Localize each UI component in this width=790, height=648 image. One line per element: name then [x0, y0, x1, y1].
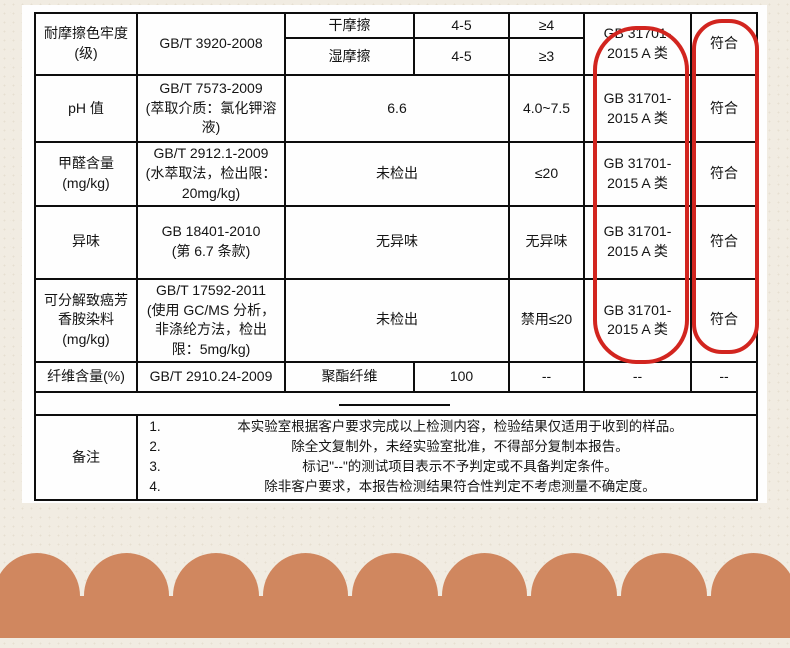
table-row: 备注 1. 本实验室根据客户要求完成以上检测内容，检验结果仅适用于收到的样品。 …	[34, 414, 758, 502]
footer-domes	[0, 553, 790, 638]
item-cell: pH 值	[34, 74, 138, 143]
item-cell: 纤维含量(%)	[34, 361, 138, 394]
note-text: 标记"--"的测试项目表示不予判定或不具备判定条件。	[302, 459, 618, 475]
spacer-cell	[34, 391, 758, 417]
item-cell: 耐摩擦色牢度(级)	[34, 12, 138, 76]
requirement-text: GB 31701-2015 A 类	[603, 25, 672, 61]
requirement-cell: GB 31701-2015 A 类	[583, 141, 692, 207]
limit-cell: ≥3	[508, 37, 585, 76]
remark-note: 3. 标记"--"的测试项目表示不予判定或不具备判定条件。	[142, 458, 752, 477]
sub-item-cell: 湿摩擦	[284, 37, 415, 76]
standard-code: GB/T 2912.1-2009	[153, 145, 269, 161]
sub-item-cell: 干摩擦	[284, 12, 415, 39]
requirement-text: GB 31701-2015 A 类	[603, 154, 672, 191]
requirement-text: GB 31701-2015 A 类	[603, 223, 672, 260]
result-cell: 4-5	[413, 12, 510, 39]
limit-cell: ≥4	[508, 12, 585, 39]
remark-note: 4. 除非客户要求，本报告检测结果符合性判定不考虑测量不确定度。	[142, 478, 752, 497]
requirement-cell: GB 31701-2015 A 类	[583, 12, 692, 76]
standard-detail: (使用 GC/MS 分析，非涤纶方法，检出限：5mg/kg)	[146, 301, 276, 358]
note-text: 本实验室根据客户要求完成以上检测内容，检验结果仅适用于收到的样品。	[237, 419, 683, 435]
conclusion-cell: 符合	[690, 141, 758, 207]
dome-shape	[352, 553, 438, 638]
limit-cell: 4.0~7.5	[508, 74, 585, 143]
dome-shape	[83, 553, 170, 638]
result-cell: 未检出	[284, 141, 510, 207]
result-cell: 6.6	[284, 74, 510, 143]
dome-shape	[620, 553, 707, 638]
signature-line	[339, 404, 450, 407]
limit-cell: ≤20	[508, 141, 585, 207]
dome-shape	[262, 553, 349, 638]
standard-code: GB 18401-2010	[161, 223, 261, 240]
conclusion-cell: 符合	[690, 204, 758, 280]
item-cell: 异味	[34, 204, 138, 280]
table-row: 可分解致癌芳香胺染料(mg/kg) GB/T 17592-2011 (使用 GC…	[34, 277, 758, 364]
note-number: 1.	[149, 419, 161, 435]
standard-code: GB/T 7573-2009	[159, 79, 263, 96]
result-cell: 未检出	[284, 277, 510, 364]
standard-cell: GB/T 2910.24-2009	[136, 361, 286, 394]
requirement-text: GB 31701-2015 A 类	[603, 89, 672, 126]
test-results-table: 耐摩擦色牢度(级) GB/T 3920-2008 干摩擦 4-5 ≥4 GB 3…	[34, 12, 758, 502]
remark-note: 2. 除全文复制外，未经实验室批准，不得部分复制本报告。	[142, 438, 752, 457]
note-number: 2.	[149, 439, 161, 455]
conclusion-cell: 符合	[690, 12, 758, 76]
standard-cell: GB/T 17592-2011 (使用 GC/MS 分析，非涤纶方法，检出限：5…	[136, 277, 286, 364]
table-row: 甲醛含量(mg/kg) GB/T 2912.1-2009 (水萃取法，检出限：2…	[34, 141, 758, 207]
standard-cell: GB/T 2912.1-2009 (水萃取法，检出限：20mg/kg)	[136, 141, 286, 207]
note-text: 除非客户要求，本报告检测结果符合性判定不考虑测量不确定度。	[264, 479, 656, 495]
requirement-cell: GB 31701-2015 A 类	[583, 204, 692, 280]
sub-item-cell: 聚酯纤维	[284, 361, 415, 394]
standard-detail: (水萃取法，检出限：20mg/kg)	[145, 164, 277, 201]
scalloped-footer-decoration	[0, 553, 790, 648]
result-cell: 100	[413, 361, 510, 394]
standard-cell: GB/T 7573-2009 (萃取介质：氯化钾溶液)	[136, 74, 286, 143]
table-row: 纤维含量(%) GB/T 2910.24-2009 聚酯纤维 100 -- --…	[34, 361, 758, 394]
requirement-cell: GB 31701-2015 A 类	[583, 74, 692, 143]
remark-note: 1. 本实验室根据客户要求完成以上检测内容，检验结果仅适用于收到的样品。	[142, 418, 752, 437]
standard-cell: GB/T 3920-2008	[136, 12, 286, 76]
conclusion-cell: 符合	[690, 277, 758, 364]
standard-cell: GB 18401-2010 (第 6.7 条款)	[136, 204, 286, 280]
table-row: 湿摩擦 4-5 ≥3	[35, 37, 757, 76]
standard-code: GB/T 17592-2011	[155, 281, 266, 298]
standard-detail: (萃取介质：氯化钾溶液)	[145, 99, 277, 136]
item-cell: 可分解致癌芳香胺染料(mg/kg)	[34, 277, 138, 364]
standard-code: GB/T 3920-2008	[159, 35, 263, 52]
dome-shape	[173, 553, 259, 638]
result-cell: 无异味	[284, 204, 510, 280]
requirement-cell: GB 31701-2015 A 类	[583, 277, 692, 364]
table-row	[34, 391, 758, 417]
dome-shape	[441, 553, 528, 638]
note-number: 3.	[149, 459, 161, 475]
standard-detail: (第 6.7 条款)	[171, 243, 251, 260]
remarks-label: 备注	[34, 414, 138, 502]
requirement-text: GB 31701-2015 A 类	[603, 301, 672, 338]
limit-cell: 禁用≤20	[508, 277, 585, 364]
limit-cell: --	[508, 361, 585, 394]
note-text: 除全文复制外，未经实验室批准，不得部分复制本报告。	[291, 439, 629, 455]
dome-shape	[0, 553, 80, 638]
table-row: 异味 GB 18401-2010 (第 6.7 条款) 无异味 无异味 GB 3…	[34, 204, 758, 280]
item-cell: 甲醛含量(mg/kg)	[34, 141, 138, 207]
dome-shape	[531, 553, 617, 638]
result-cell: 4-5	[413, 37, 510, 76]
conclusion-cell: --	[690, 361, 758, 394]
table-row: pH 值 GB/T 7573-2009 (萃取介质：氯化钾溶液) 6.6 4.0…	[34, 74, 758, 143]
remarks-body: 1. 本实验室根据客户要求完成以上检测内容，检验结果仅适用于收到的样品。 2. …	[136, 414, 758, 502]
note-number: 4.	[149, 479, 161, 495]
dome-shape	[710, 553, 790, 638]
requirement-cell: --	[583, 361, 692, 394]
limit-cell: 无异味	[508, 204, 585, 280]
table-row: 耐摩擦色牢度(级) GB/T 3920-2008 干摩擦 4-5 ≥4 GB 3…	[34, 12, 758, 76]
conclusion-cell: 符合	[690, 74, 758, 143]
